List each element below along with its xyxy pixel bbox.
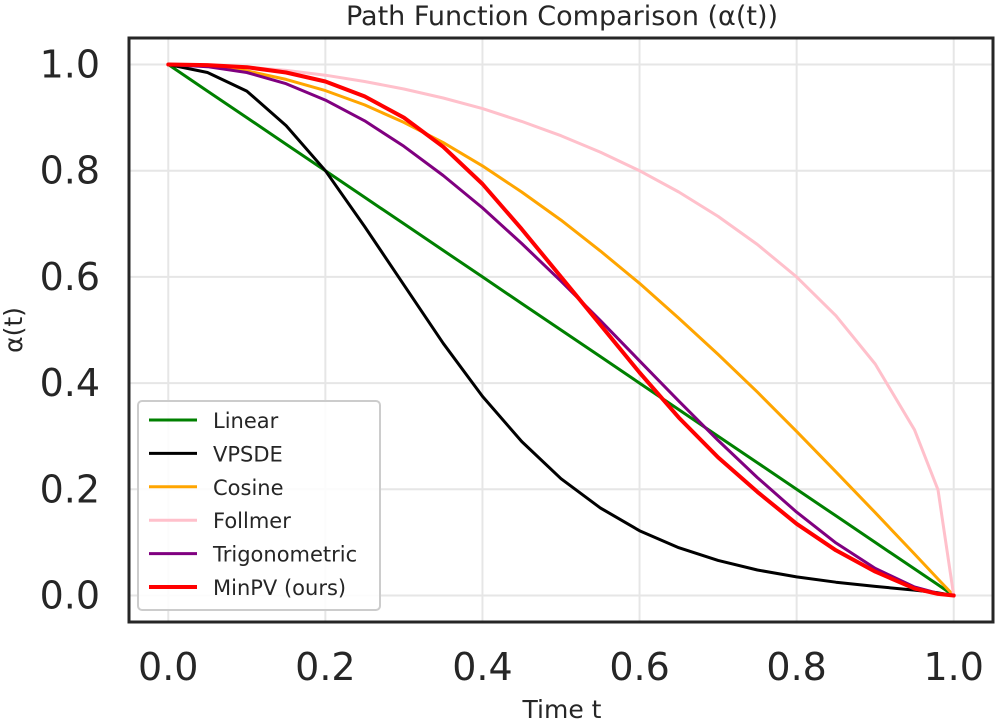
x-tick-label: 0.0	[138, 645, 198, 689]
y-tick-label: 0.0	[40, 573, 100, 617]
series-line-vpsde	[166, 63, 956, 597]
legend-label-follmer: Follmer	[213, 509, 291, 533]
series-line-cosine	[166, 63, 956, 597]
y-tick-label: 0.2	[40, 467, 100, 511]
y-tick-label: 1.0	[40, 43, 100, 87]
y-tick-labels: 0.0 0.2 0.4 0.6 0.8 1.0	[40, 43, 100, 618]
legend-label-cosine: Cosine	[213, 476, 284, 500]
x-tick-label: 0.2	[295, 645, 355, 689]
x-tick-label: 0.8	[766, 645, 826, 689]
series-line-follmer	[166, 63, 956, 597]
x-tick-label: 0.6	[609, 645, 669, 689]
y-axis-label: α(t)	[0, 307, 28, 353]
legend: Linear VPSDE Cosine Follmer Trigonometric Min…	[137, 400, 381, 611]
x-axis-label: Time t	[522, 695, 602, 724]
series-line-linear	[166, 63, 956, 597]
y-tick-label: 0.6	[40, 255, 100, 299]
plot-frame	[127, 36, 995, 624]
x-tick-label: 0.4	[452, 645, 512, 689]
x-tick-label: 1.0	[924, 645, 984, 689]
legend-label-trigonometric: Trigonometric	[212, 543, 357, 567]
legend-box	[137, 400, 381, 611]
y-tick-label: 0.8	[40, 149, 100, 193]
x-tick-labels: 0.0 0.2 0.4 0.6 0.8 1.0	[138, 645, 984, 689]
series-layer	[166, 62, 956, 598]
series-line-minpv-ours	[166, 62, 956, 598]
legend-label-linear: Linear	[213, 409, 279, 433]
y-tick-label: 0.4	[40, 361, 100, 405]
chart-title: Path Function Comparison (α(t))	[346, 1, 778, 32]
legend-label-minpv-ours: MinPV (ours)	[213, 576, 346, 600]
legend-label-vpsde: VPSDE	[213, 442, 283, 466]
